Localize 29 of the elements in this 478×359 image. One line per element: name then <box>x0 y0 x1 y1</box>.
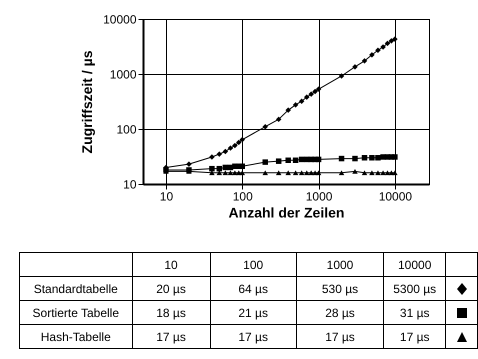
y-axis-title: Zugriffszeit / µs <box>79 50 96 154</box>
text: 17 µs <box>325 330 355 344</box>
y-tick-label: 10 <box>123 178 137 192</box>
category-label: 1000 <box>296 252 384 276</box>
text: 530 µs <box>322 282 358 296</box>
x-tick-label: 100 <box>232 190 254 204</box>
text: Hash-Tabelle <box>40 330 111 344</box>
text: 31 µs <box>400 306 430 320</box>
text: 17 µs <box>156 330 186 344</box>
x-tick-label: 10000 <box>378 190 412 204</box>
text: 18 µs <box>156 306 186 320</box>
y-tick-label: 100 <box>116 122 137 136</box>
text: Standardtabelle <box>34 282 118 296</box>
text: 17 µs <box>400 330 430 344</box>
category-label: 10000 <box>384 252 446 276</box>
x-axis-title: Anzahl der Zeilen <box>228 204 344 220</box>
text: 17 µs <box>238 330 268 344</box>
text: 64 µs <box>238 282 268 296</box>
x-tick-label: 10 <box>160 190 174 204</box>
category-label: 100 <box>210 252 296 276</box>
y-tick-label: 10000 <box>103 12 137 26</box>
text: 28 µs <box>325 306 355 320</box>
x-tick-label: 1000 <box>306 190 333 204</box>
text: 21 µs <box>238 306 268 320</box>
text: 5300 µs <box>393 282 436 296</box>
category-label: 10 <box>132 252 210 276</box>
text: 20 µs <box>156 282 186 296</box>
y-tick-label: 1000 <box>110 68 137 82</box>
text: Sortierte Tabelle <box>32 306 120 320</box>
